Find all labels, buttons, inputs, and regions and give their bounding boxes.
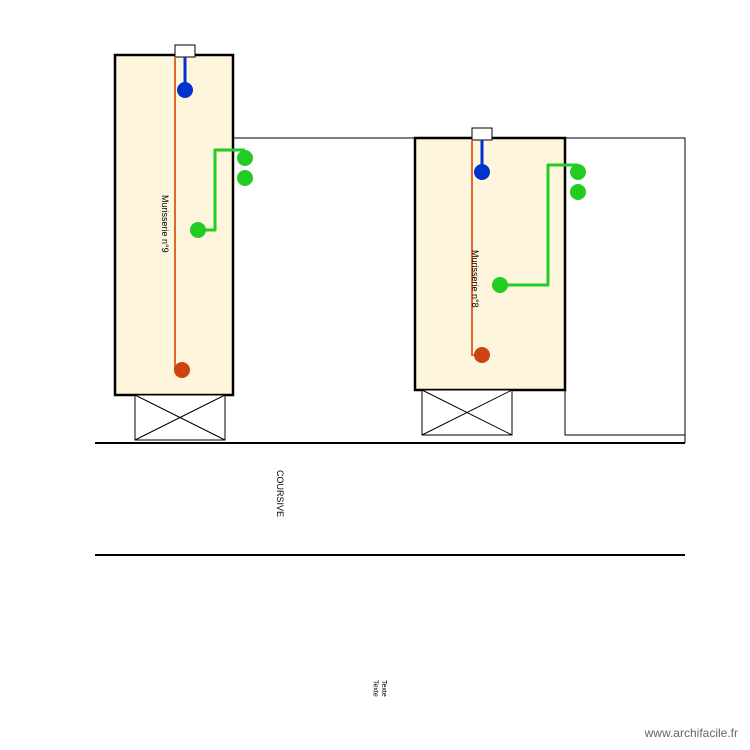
watermark-link[interactable]: www.archifacile.fr bbox=[645, 726, 738, 740]
corridor-label: COURSIVE bbox=[275, 470, 285, 517]
room9-label: Murisserie n°9 bbox=[160, 195, 170, 253]
floorplan-canvas bbox=[0, 0, 750, 750]
room8-label: Murisserie n°8 bbox=[470, 250, 480, 308]
bottom-text: TexteTexte bbox=[370, 680, 387, 697]
